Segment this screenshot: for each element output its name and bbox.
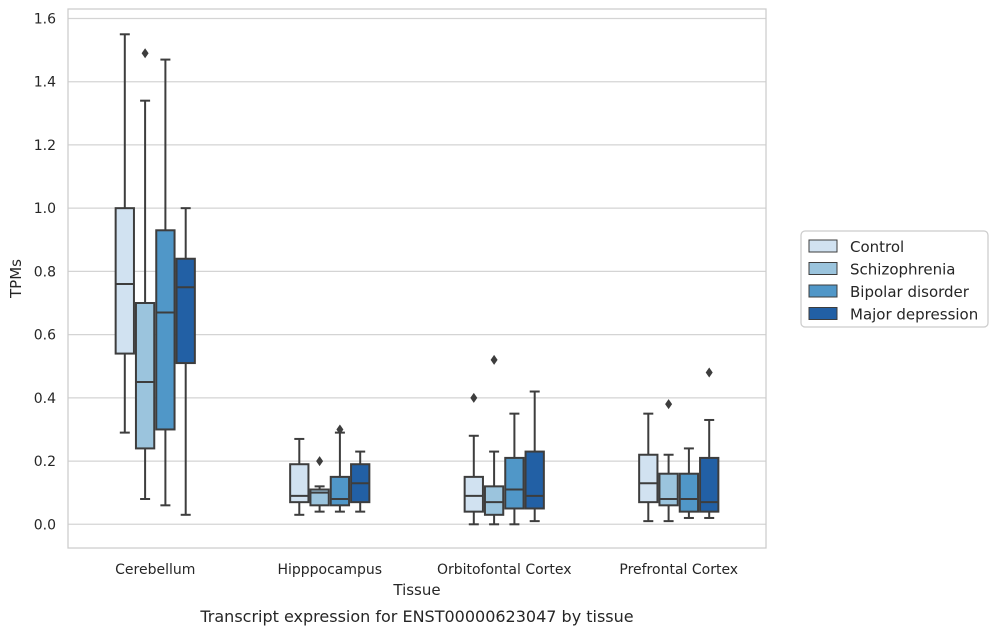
box-plot [134, 48, 156, 500]
box-iqr [638, 453, 659, 504]
y-axis-ticks: 0.0 0.2 0.4 0.6 0.8 1.0 1.2 1.4 1.6 [34, 11, 56, 533]
box-series-group [114, 33, 720, 526]
box-iqr [134, 302, 156, 450]
box-plot [483, 354, 505, 526]
y-tick-label: 0.6 [34, 328, 56, 344]
box-iqr [504, 456, 525, 510]
box-iqr [289, 463, 310, 504]
box-iqr [678, 472, 700, 513]
box-iqr [155, 229, 176, 431]
box-plot [524, 390, 545, 523]
box-plot [155, 58, 176, 507]
x-tick-label: Orbitofontal Cortex [437, 562, 572, 578]
outlier-point [141, 48, 149, 59]
box-plot [350, 450, 371, 513]
y-tick-label: 0.8 [34, 264, 56, 280]
y-tick-label: 1.2 [34, 138, 56, 154]
outlier-point [705, 367, 713, 378]
y-tick-label: 1.0 [34, 201, 56, 217]
legend-label: Schizophrenia [850, 261, 955, 279]
box-plot [309, 456, 330, 513]
x-tick-label: Prefrontal Cortex [619, 562, 738, 578]
legend-label: Control [850, 238, 904, 256]
box-plot [504, 412, 525, 526]
y-axis-label: TPMs [7, 259, 25, 299]
box-iqr [175, 257, 196, 365]
x-axis-label: Tissue [392, 581, 440, 599]
box-plot [463, 392, 484, 526]
x-tick-label: Cerebellum [115, 562, 195, 578]
box-plot [114, 33, 135, 434]
box-iqr [463, 475, 484, 513]
y-tick-label: 1.4 [34, 75, 56, 91]
box-plot [638, 412, 659, 523]
legend-swatch [808, 284, 838, 298]
box-plot [175, 207, 196, 516]
chart-caption: Transcript expression for ENST0000062304… [199, 607, 633, 626]
outlier-point [316, 456, 324, 467]
box-iqr [483, 485, 505, 516]
outlier-point [665, 399, 673, 410]
legend-swatch [808, 307, 838, 320]
legend-label: Bipolar disorder [850, 283, 970, 301]
series-bipolar-disorder [155, 58, 700, 526]
box-iqr [524, 450, 545, 510]
plot-area-frame [67, 8, 767, 549]
series-major-depression [175, 207, 720, 523]
box-plot [289, 437, 310, 516]
series-control [114, 33, 659, 526]
x-tick-label: Hipppocampus [277, 562, 382, 578]
y-tick-label: 0.4 [34, 391, 56, 407]
legend-frame [800, 230, 989, 328]
outlier-point [470, 392, 478, 403]
series-schizophrenia [134, 48, 679, 526]
box-iqr [658, 472, 679, 507]
x-axis-ticks: Cerebellum Hipppocampus Orbitofontal Corte… [115, 562, 738, 578]
box-iqr [329, 475, 351, 507]
legend-label: Major depression [850, 306, 978, 324]
box-plot [658, 399, 679, 523]
box-plot [329, 424, 351, 513]
y-tick-label: 0.2 [34, 454, 56, 470]
legend-swatch [808, 262, 838, 275]
outlier-point [490, 354, 498, 365]
y-tick-label: 0.0 [34, 517, 56, 533]
legend: Control Schizophrenia Bipolar disorder Majo… [800, 230, 989, 328]
box-plot [678, 447, 700, 519]
outlier-point [336, 424, 344, 435]
box-plot [699, 367, 720, 519]
box-iqr [114, 207, 135, 355]
y-tick-label: 1.6 [34, 11, 56, 27]
box-iqr [699, 456, 720, 513]
legend-swatch [808, 239, 838, 253]
